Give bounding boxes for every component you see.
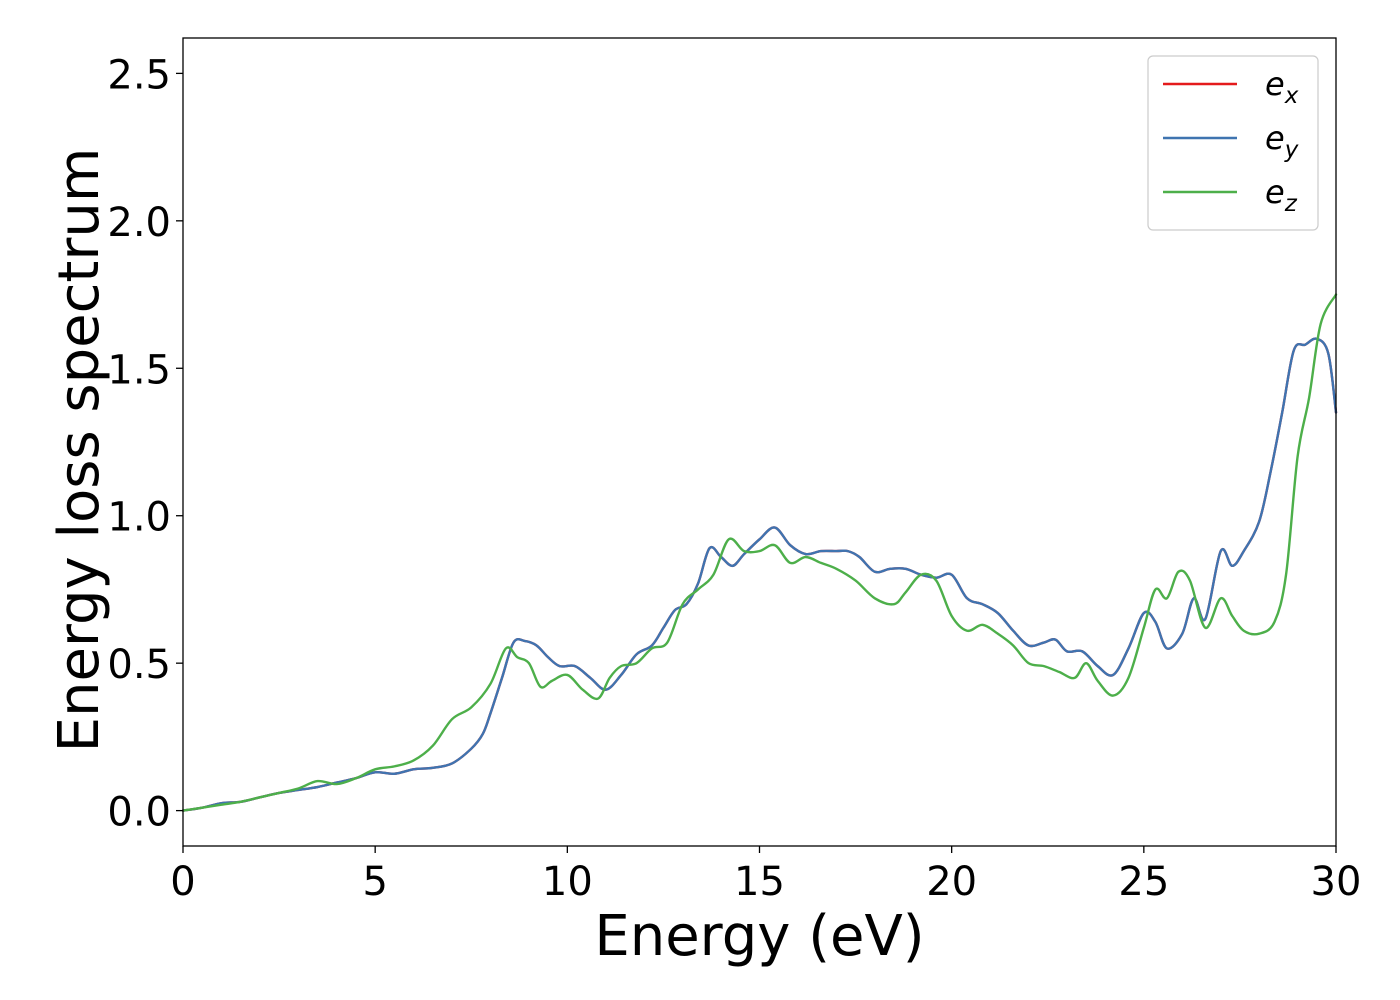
legend-entry-subscript: x [1284,83,1299,109]
y-axis-label: Energy loss spectrum [47,148,112,753]
y-tick-label: 2.5 [107,52,171,98]
x-tick-label: 30 [1311,859,1362,905]
y-tick-label: 1.0 [107,495,171,541]
legend-entry: ey [1265,119,1299,163]
x-tick-label: 20 [926,859,977,905]
legend-entry: ex [1265,65,1299,109]
series-line-ey [181,337,1338,812]
series-line-ex [181,337,1338,812]
x-axis-label: Energy (eV) [594,904,924,969]
plot-lines [181,293,1338,812]
y-tick-label: 0.5 [107,642,171,688]
x-axis-ticks: 0 5 10 15 20 25 30 [170,846,1361,905]
legend-box [1147,55,1319,231]
legend-entry-name: e [1265,173,1285,211]
x-tick-label: 15 [734,859,785,905]
legend-entry-subscript: y [1284,137,1299,163]
legend-entry-name: e [1265,65,1285,103]
legend-entry-name: e [1265,119,1285,157]
x-tick-label: 25 [1118,859,1169,905]
y-tick-label: 1.5 [107,347,171,393]
x-tick-label: 10 [542,859,593,905]
series-line-ez [181,293,1338,812]
x-tick-label: 0 [170,859,195,905]
legend-entry-subscript: z [1284,191,1298,217]
y-axis-ticks: 0.0 0.5 1.0 1.5 2.0 2.5 [107,52,183,836]
legend-entry: ez [1265,173,1298,217]
y-tick-label: 2.0 [107,200,171,246]
x-tick-label: 5 [362,859,387,905]
y-tick-label: 0.0 [107,790,171,836]
